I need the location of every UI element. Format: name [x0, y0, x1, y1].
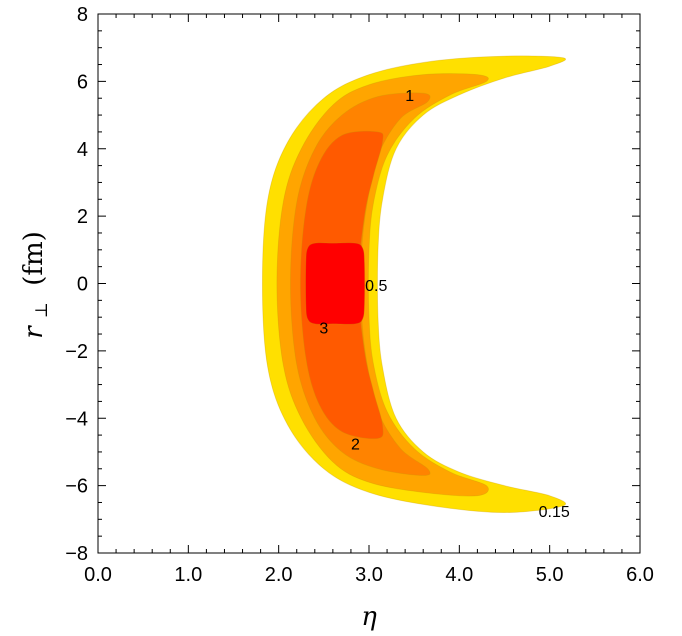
y-tick-label: −2	[65, 341, 88, 363]
y-tick-label: 0	[77, 274, 88, 296]
x-tick-label: 6.0	[626, 564, 654, 586]
y-tick-label: −6	[65, 476, 88, 498]
svg-text:r ⊥ (fm): r ⊥ (fm)	[19, 231, 54, 339]
y-tick-label: 2	[77, 206, 88, 228]
x-tick-label: 3.0	[355, 564, 383, 586]
plot-frame	[97, 13, 641, 554]
y-tick-label: 8	[77, 4, 88, 26]
x-tick-label: 4.0	[445, 564, 473, 586]
x-axis-label: η	[361, 602, 377, 632]
x-tick-label: 2.0	[265, 564, 293, 586]
contour-label-1: 1	[405, 88, 414, 105]
contour-label-2: 2	[351, 437, 360, 454]
contour-regions	[261, 55, 567, 514]
x-tick-label: 0.0	[84, 564, 112, 586]
y-axis-label-sub: ⊥	[32, 302, 52, 318]
contour-region-3	[305, 242, 366, 325]
y-tick-label: −8	[65, 543, 88, 565]
y-axis-label: r ⊥ (fm)	[19, 231, 54, 339]
y-axis-label-main: r	[19, 325, 49, 339]
y-tick-label: 6	[77, 71, 88, 93]
contour-label-0.15: 0.15	[539, 504, 570, 521]
x-tick-label: 1.0	[174, 564, 202, 586]
contour-labels: 0.15 0.5 1 2 3	[319, 88, 569, 521]
contour-label-0.5: 0.5	[365, 278, 387, 295]
tick-labels: 0.0 1.0 2.0 3.0 4.0 5.0 6.0 −8 −6 −4 −2 0 2 4 6 8	[65, 4, 654, 586]
y-axis-label-unit: (fm)	[19, 231, 49, 286]
x-tick-label: 5.0	[536, 564, 564, 586]
contour-label-3: 3	[319, 320, 328, 337]
y-tick-label: −4	[65, 408, 88, 430]
y-tick-label: 4	[77, 139, 88, 161]
